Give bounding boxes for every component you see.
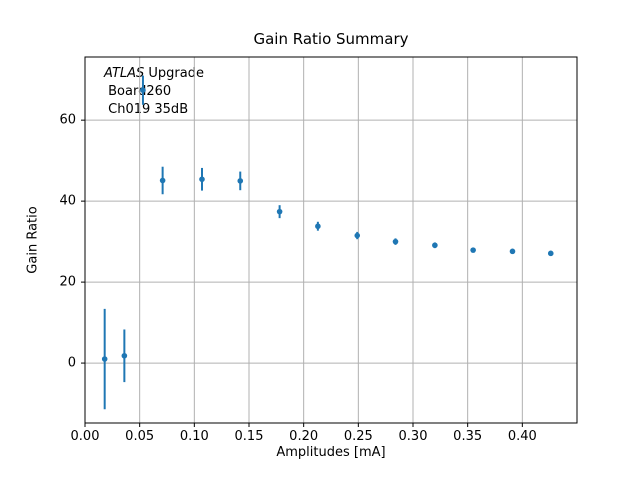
x-tick-label: 0.05 bbox=[125, 429, 155, 444]
x-tick-label: 0.40 bbox=[507, 429, 537, 444]
y-axis-label: Gain Ratio bbox=[25, 206, 41, 274]
data-point bbox=[159, 177, 166, 184]
data-point bbox=[315, 223, 321, 230]
chart-title: Gain Ratio Summary bbox=[253, 30, 409, 48]
x-tick-label: 0.15 bbox=[234, 429, 264, 444]
data-point bbox=[276, 208, 283, 215]
x-axis-label: Amplitudes [mA] bbox=[276, 445, 386, 460]
data-point bbox=[470, 247, 476, 253]
data-point bbox=[140, 87, 146, 93]
y-tick-label: 40 bbox=[59, 193, 76, 209]
x-tick-label: 0.20 bbox=[289, 429, 319, 444]
data-point bbox=[509, 248, 516, 255]
y-tick-label: 20 bbox=[59, 274, 76, 290]
y-tick-label: 60 bbox=[59, 112, 76, 128]
x-tick-label: 0.25 bbox=[343, 429, 373, 444]
data-point bbox=[354, 232, 361, 239]
data-point bbox=[237, 178, 244, 184]
x-tick-label: 0.35 bbox=[453, 429, 483, 444]
data-point bbox=[101, 356, 108, 362]
x-tick-label: 0.10 bbox=[179, 429, 209, 444]
data-point bbox=[432, 242, 438, 249]
data-point bbox=[392, 238, 399, 245]
data-point bbox=[199, 176, 205, 183]
annotation-line: ATLAS Upgrade bbox=[104, 66, 204, 81]
axes-frame bbox=[84, 56, 578, 424]
x-tick-label: 0.30 bbox=[398, 429, 428, 444]
y-tick-label: 0 bbox=[67, 355, 76, 371]
data-point bbox=[547, 250, 554, 257]
data-point bbox=[121, 352, 128, 359]
annotation-text: ATLAS Upgrade Board260 Ch019 35dB bbox=[104, 65, 204, 119]
x-tick-label: 0.00 bbox=[70, 429, 100, 444]
